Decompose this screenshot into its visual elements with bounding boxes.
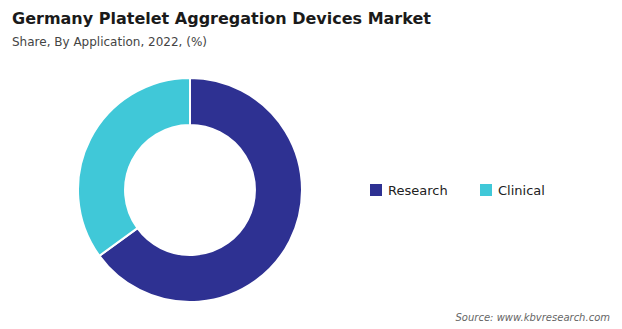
legend-swatch [480,184,492,196]
legend-label: Research [388,183,448,198]
annotation: Source: www.kbvresearch.com [456,312,611,323]
legend-item: Research [370,183,448,198]
legend: Research Clinical [370,183,545,198]
slice [78,78,190,256]
legend-label: Clinical [498,183,545,198]
subtitle: Share, By Application, 2022, (%) [12,35,207,49]
slices [78,78,302,302]
chart: Germany Platelet Aggregation Devices Mar… [0,0,622,329]
title: Germany Platelet Aggregation Devices Mar… [12,9,431,28]
legend-item: Clinical [480,183,545,198]
legend-swatch [370,184,382,196]
